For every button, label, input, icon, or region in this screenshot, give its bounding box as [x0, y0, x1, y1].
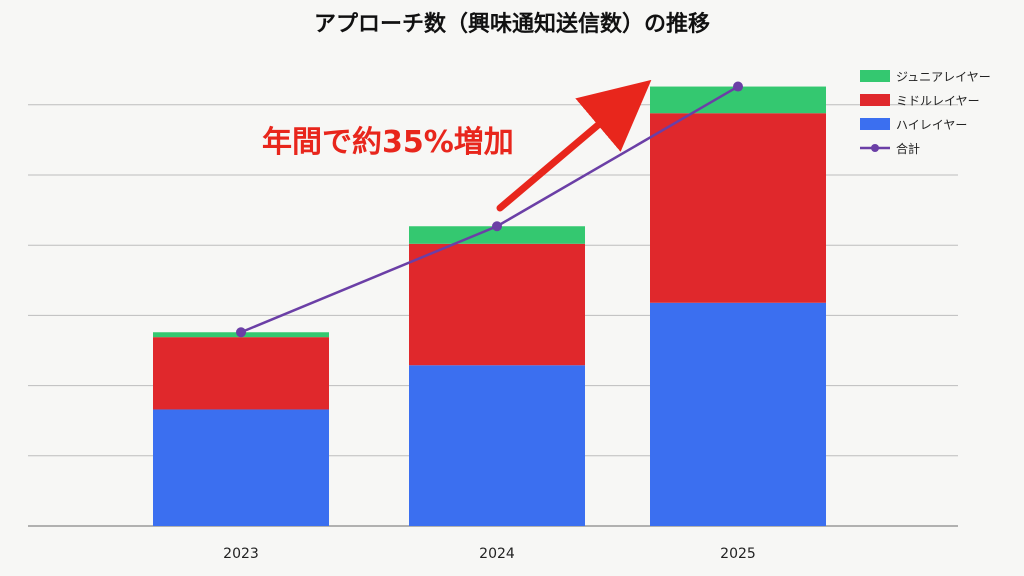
- total-line-point: [236, 327, 246, 338]
- bar-stack-2025: [650, 86, 826, 526]
- legend-swatch: [860, 70, 890, 82]
- legend-item: 合計: [860, 141, 920, 156]
- growth-annotation: 年間で約35%増加: [262, 79, 652, 212]
- bar-segment: [409, 365, 585, 526]
- bar-groups: [153, 86, 826, 526]
- legend-item: ミドルレイヤー: [860, 94, 980, 108]
- bar-segment: [650, 302, 826, 526]
- legend-label: ハイレイヤー: [896, 118, 967, 132]
- bar-stack-2024: [409, 226, 585, 526]
- growth-annotation-text: 年間で約35%増加: [262, 125, 514, 160]
- bar-stack-2023: [153, 332, 329, 526]
- legend-swatch: [860, 118, 890, 130]
- bar-segment: [153, 409, 329, 526]
- legend-swatch: [860, 94, 890, 106]
- legend-label: ジュニアレイヤー: [896, 70, 991, 84]
- x-tick-label: 2024: [479, 546, 515, 562]
- legend-label: 合計: [896, 141, 920, 156]
- bar-segment: [409, 243, 585, 366]
- growth-arrow: [496, 79, 652, 212]
- legend-line-marker: [871, 144, 879, 152]
- total-line-point: [733, 81, 743, 92]
- bar-segment: [153, 337, 329, 410]
- x-tick-label: 2025: [720, 546, 756, 562]
- legend-item: ジュニアレイヤー: [860, 70, 991, 84]
- bar-segment: [409, 226, 585, 244]
- legend-label: ミドルレイヤー: [896, 94, 980, 108]
- legend-item: ハイレイヤー: [860, 118, 967, 132]
- total-line: [236, 81, 743, 338]
- x-tick-label: 2023: [223, 546, 259, 562]
- total-line-point: [492, 221, 502, 232]
- bar-segment: [650, 113, 826, 303]
- x-axis: 2023 2024 2025: [223, 546, 756, 562]
- chart-title: アプローチ数（興味通知送信数）の推移: [314, 11, 710, 37]
